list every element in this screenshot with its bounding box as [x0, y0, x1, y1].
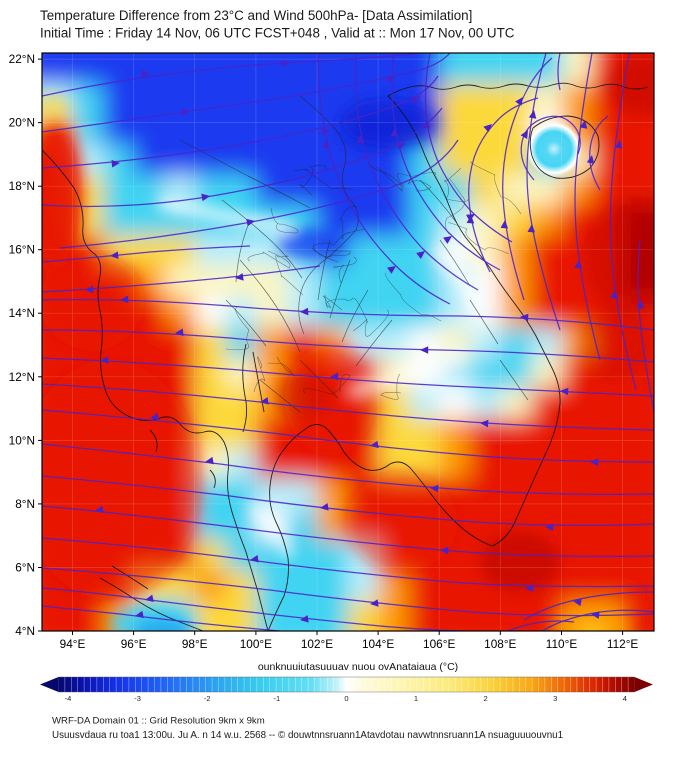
svg-text:-1: -1	[273, 694, 280, 703]
svg-text:22°N: 22°N	[9, 52, 35, 66]
svg-text:100°E: 100°E	[240, 637, 272, 651]
svg-text:4°N: 4°N	[15, 624, 35, 638]
svg-text:112°E: 112°E	[607, 637, 639, 651]
svg-text:110°E: 110°E	[546, 637, 578, 651]
svg-text:8°N: 8°N	[15, 497, 35, 511]
svg-text:14°N: 14°N	[9, 306, 35, 320]
svg-text:-3: -3	[134, 694, 141, 703]
svg-text:108°E: 108°E	[484, 637, 516, 651]
svg-text:102°E: 102°E	[301, 637, 333, 651]
svg-text:Initial Time : Friday 14 Nov,: Initial Time : Friday 14 Nov, 06 UTC FCS…	[40, 25, 515, 40]
svg-text:4: 4	[623, 694, 627, 703]
svg-text:2: 2	[484, 694, 488, 703]
svg-text:94°E: 94°E	[60, 637, 86, 651]
svg-text:Usuusvdaua ru toa1 13:00u. Ju: Usuusvdaua ru toa1 13:00u. Ju A. n 14 w.…	[52, 730, 563, 741]
svg-text:18°N: 18°N	[9, 179, 35, 193]
svg-text:0: 0	[344, 694, 348, 703]
svg-text:10°N: 10°N	[9, 433, 35, 447]
svg-text:96°E: 96°E	[121, 637, 147, 651]
svg-text:20°N: 20°N	[9, 116, 35, 130]
svg-text:6°N: 6°N	[15, 561, 35, 575]
svg-text:ounknuuiutasuuuav nuou ovAna: ounknuuiutasuuuav nuou ovAnataiaua (°C)	[258, 661, 458, 673]
svg-text:104°E: 104°E	[362, 637, 394, 651]
svg-text:12°N: 12°N	[9, 370, 35, 384]
svg-text:98°E: 98°E	[182, 637, 208, 651]
svg-text:-4: -4	[65, 694, 72, 703]
svg-text:1: 1	[414, 694, 418, 703]
svg-text:16°N: 16°N	[9, 243, 35, 257]
svg-text:3: 3	[553, 694, 557, 703]
svg-text:106°E: 106°E	[423, 637, 455, 651]
svg-text:-2: -2	[204, 694, 211, 703]
svg-text:WRF-DA Domain 01 :: Grid Resol: WRF-DA Domain 01 :: Grid Resolution 9km …	[52, 716, 265, 727]
svg-text:Temperature Difference from 23: Temperature Difference from 23°C and Win…	[40, 8, 472, 23]
